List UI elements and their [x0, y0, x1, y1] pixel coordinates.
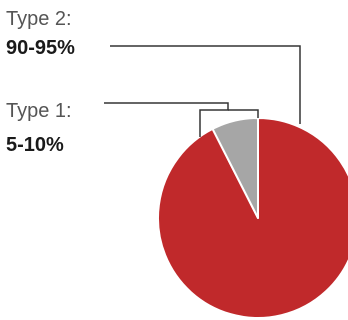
leader-line-type-1-bracket	[228, 109, 259, 118]
label-type-1-value: 5-10%	[6, 134, 64, 156]
label-type-2-value: 90-95%	[6, 37, 75, 59]
slice-labels: Type 2: 90-95% Type 1: 5-10%	[6, 8, 75, 156]
pie-slice-type-2	[157, 117, 348, 319]
label-type-1-name: Type 1:	[6, 100, 72, 122]
pie-slice-type-1	[211, 117, 259, 219]
leader-line-type-2	[110, 45, 301, 124]
label-type-2-name: Type 2:	[6, 8, 72, 30]
pie-slices	[157, 117, 348, 319]
leader-lines	[104, 45, 301, 137]
